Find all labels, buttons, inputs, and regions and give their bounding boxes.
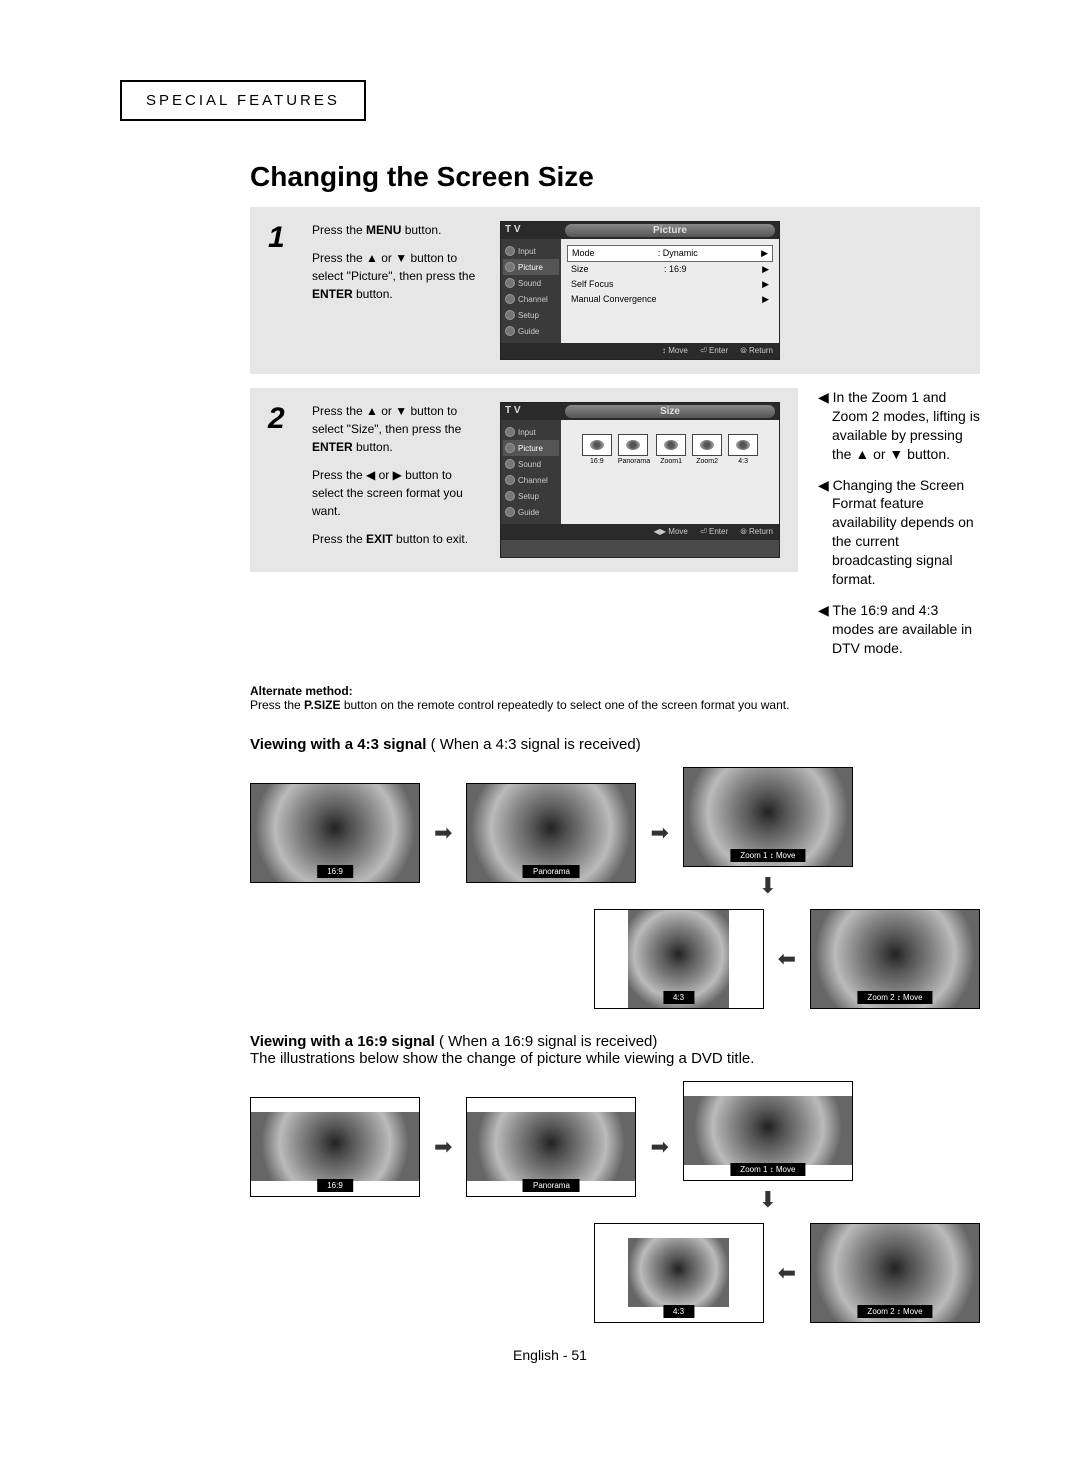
note-2: ◀ Changing the Screen Format feature ava… bbox=[818, 476, 980, 589]
thumb-169: 16:9 bbox=[250, 783, 420, 883]
arrow-right-icon: ➡ bbox=[434, 1134, 452, 1160]
thumb-zoom1: Zoom 1 ↕ Move bbox=[683, 1081, 853, 1181]
thumb-zoom1: Zoom 1 ↕ Move bbox=[683, 767, 853, 867]
guide-icon bbox=[505, 507, 515, 517]
step-1-text: Press the MENU button. Press the ▲ or ▼ … bbox=[312, 221, 482, 360]
tv-row: Self Focus▶ bbox=[567, 277, 773, 292]
step-1-number: 1 bbox=[268, 221, 294, 360]
input-icon bbox=[505, 427, 515, 437]
picture-icon bbox=[505, 443, 515, 453]
arrow-down-icon: ⬇ bbox=[759, 873, 777, 899]
section-label-box: SPECIAL FEATURES bbox=[120, 80, 366, 121]
viewing-43-title: Viewing with a 4:3 signal ( When a 4:3 s… bbox=[250, 736, 980, 753]
sidebar-item: Input bbox=[503, 424, 559, 440]
alt-label: Alternate method: bbox=[250, 684, 980, 698]
sidebar-item: Channel bbox=[503, 472, 559, 488]
tv-sidebar: Input Picture Sound Channel Setup Guide bbox=[501, 239, 561, 343]
thumb-43: 4:3 bbox=[594, 1223, 764, 1323]
sidebar-item: Sound bbox=[503, 456, 559, 472]
thumb-panorama: Panorama bbox=[466, 783, 636, 883]
thumb-43: 4:3 bbox=[594, 909, 764, 1009]
tv-footer: ◀▶ Move ⏎ Enter ⦾ Return bbox=[501, 524, 779, 540]
channel-icon bbox=[505, 475, 515, 485]
thumb-panorama: Panorama bbox=[466, 1097, 636, 1197]
step-1-block: 1 Press the MENU button. Press the ▲ or … bbox=[250, 207, 980, 374]
arrow-down-icon: ⬇ bbox=[759, 1187, 777, 1213]
sidebar-item: Guide bbox=[503, 323, 559, 339]
tv-row: Manual Convergence▶ bbox=[567, 292, 773, 307]
step-2-text: Press the ▲ or ▼ button to select "Size"… bbox=[312, 402, 482, 558]
page-footer: English - 51 bbox=[120, 1347, 980, 1363]
picture-icon bbox=[505, 262, 515, 272]
sidebar-item: Sound bbox=[503, 275, 559, 291]
sound-icon bbox=[505, 459, 515, 469]
setup-icon bbox=[505, 310, 515, 320]
tv-header: T V Size bbox=[501, 403, 779, 420]
input-icon bbox=[505, 246, 515, 256]
tv-menu-picture: T V Picture Input Picture Sound Channel … bbox=[500, 221, 780, 360]
tv-header-right: Size bbox=[565, 405, 775, 418]
note-3: ◀ The 16:9 and 4:3 modes are available i… bbox=[818, 601, 980, 658]
tv-sidebar: Input Picture Sound Channel Setup Guide bbox=[501, 420, 561, 524]
guide-icon bbox=[505, 326, 515, 336]
arrow-right-icon: ➡ bbox=[434, 820, 452, 846]
setup-icon bbox=[505, 491, 515, 501]
tv-header-right: Picture bbox=[565, 224, 775, 237]
tv-row: Size: 16:9▶ bbox=[567, 262, 773, 277]
sidebar-item: Picture bbox=[503, 259, 559, 275]
page-title: Changing the Screen Size bbox=[250, 161, 980, 193]
thumb-grid-43: 16:9 ➡ Panorama ➡ Zoom 1 ↕ Move ⬇ 4:3 ⬅ … bbox=[250, 767, 980, 1009]
side-notes: ◀ In the Zoom 1 and Zoom 2 modes, liftin… bbox=[818, 388, 980, 670]
tv-menu-size: T V Size Input Picture Sound Channel Set… bbox=[500, 402, 780, 558]
thumb-zoom2: Zoom 2 ↕ Move bbox=[810, 1223, 980, 1323]
alternate-method: Alternate method: Press the P.SIZE butto… bbox=[250, 684, 980, 712]
section-label: SPECIAL FEATURES bbox=[146, 92, 340, 109]
arrow-left-icon: ⬅ bbox=[778, 1260, 796, 1286]
thumb-zoom2: Zoom 2 ↕ Move bbox=[810, 909, 980, 1009]
viewing-169-title: Viewing with a 16:9 signal ( When a 16:9… bbox=[250, 1033, 980, 1050]
sidebar-item: Guide bbox=[503, 504, 559, 520]
thumb-169: 16:9 bbox=[250, 1097, 420, 1197]
sidebar-item: Input bbox=[503, 243, 559, 259]
thumb-grid-169: 16:9 ➡ Panorama ➡ Zoom 1 ↕ Move ⬇ 4:3 ⬅ … bbox=[250, 1081, 980, 1323]
size-icon bbox=[728, 434, 758, 456]
step-2-number: 2 bbox=[268, 402, 294, 558]
sidebar-item: Picture bbox=[503, 440, 559, 456]
size-icon bbox=[656, 434, 686, 456]
step-2-block: 2 Press the ▲ or ▼ button to select "Siz… bbox=[250, 388, 798, 572]
tv-header: T V Picture bbox=[501, 222, 779, 239]
tv-footer: ↕ Move ⏎ Enter ⦾ Return bbox=[501, 343, 779, 359]
arrow-left-icon: ⬅ bbox=[778, 946, 796, 972]
note-1: ◀ In the Zoom 1 and Zoom 2 modes, liftin… bbox=[818, 388, 980, 464]
size-icon bbox=[618, 434, 648, 456]
sidebar-item: Setup bbox=[503, 307, 559, 323]
size-icon bbox=[582, 434, 612, 456]
viewing-169-subtitle: The illustrations below show the change … bbox=[250, 1050, 980, 1067]
arrow-right-icon: ➡ bbox=[650, 1134, 668, 1160]
tv-row: Mode: Dynamic▶ bbox=[567, 245, 773, 262]
sound-icon bbox=[505, 278, 515, 288]
tv-main-size: 16:9 Panorama Zoom1 Zoom2 4:3 bbox=[561, 420, 779, 524]
tv-header-left: T V bbox=[505, 224, 565, 237]
channel-icon bbox=[505, 294, 515, 304]
sidebar-item: Channel bbox=[503, 291, 559, 307]
arrow-right-icon: ➡ bbox=[650, 820, 668, 846]
size-icon bbox=[692, 434, 722, 456]
tv-header-left: T V bbox=[505, 405, 565, 418]
sidebar-item: Setup bbox=[503, 488, 559, 504]
tv-main: Mode: Dynamic▶ Size: 16:9▶ Self Focus▶ M… bbox=[561, 239, 779, 343]
